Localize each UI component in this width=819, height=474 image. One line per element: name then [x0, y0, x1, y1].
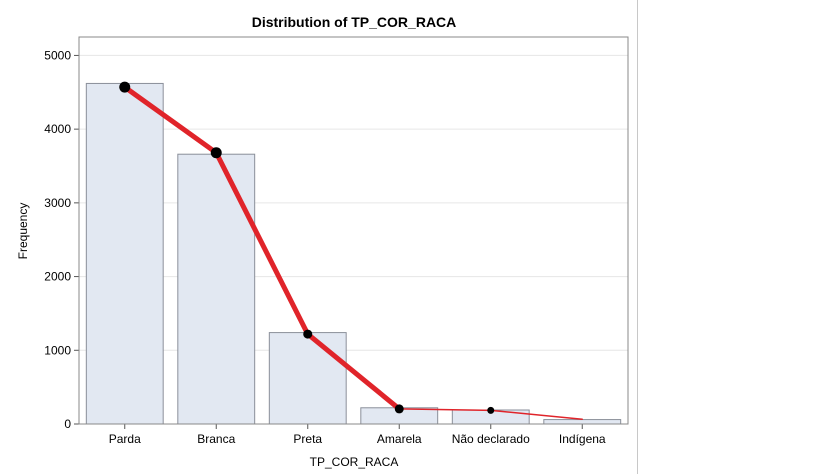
- y-tick-label: 3000: [44, 196, 71, 210]
- x-tick-label: Não declarado: [452, 432, 530, 446]
- overlay-point: [487, 406, 495, 414]
- chart: Distribution of TP_COR_RACA Frequency TP…: [16, 14, 629, 469]
- plot-area: 0 1000 2000 3000 4000 5000 Parda Branca Preta Ama…: [44, 36, 629, 446]
- overlay-line-segment: [122, 84, 219, 156]
- y-tick-label: 0: [64, 417, 71, 431]
- x-tick-label: Branca: [197, 432, 235, 446]
- overlay-line-segment: [213, 150, 311, 337]
- bar: [177, 153, 256, 425]
- x-tick-label: Indígena: [559, 432, 606, 446]
- plot-frame: [78, 36, 629, 425]
- bar: [268, 332, 347, 425]
- chart-frame: Distribution of TP_COR_RACA Frequency TP…: [16, 0, 638, 474]
- overlay-line-segment: [490, 409, 583, 420]
- bar: [85, 82, 164, 425]
- overlay-line-segment: [305, 331, 402, 412]
- y-tick-label: 1000: [44, 343, 71, 357]
- overlay-point: [303, 329, 313, 339]
- y-tick-label: 2000: [44, 270, 71, 284]
- overlay-line-segment: [398, 408, 492, 412]
- overlay-point: [394, 404, 404, 414]
- bar: [543, 419, 622, 425]
- x-tick-label: Parda: [109, 432, 141, 446]
- y-axis-label: Frequency: [16, 203, 30, 260]
- chart-title: Distribution of TP_COR_RACA: [252, 14, 457, 30]
- x-tick-label: Amarela: [377, 432, 422, 446]
- overlay-point: [210, 147, 222, 159]
- y-tick-label: 5000: [44, 48, 71, 62]
- y-tick-label: 4000: [44, 122, 71, 136]
- x-tick-label: Preta: [293, 432, 322, 446]
- overlay-point: [119, 81, 131, 93]
- x-axis-label: TP_COR_RACA: [310, 455, 399, 469]
